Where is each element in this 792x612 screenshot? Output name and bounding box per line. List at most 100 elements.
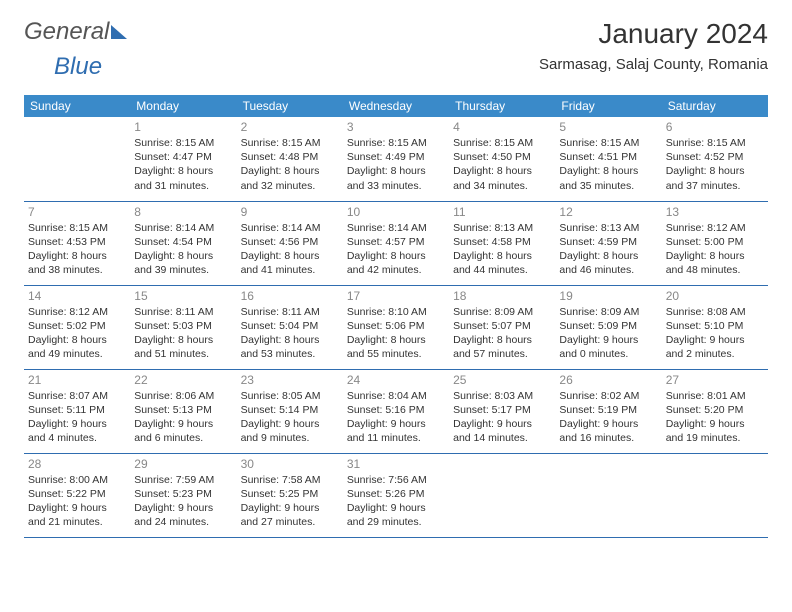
day-number: 6: [666, 120, 764, 134]
day-detail: Sunrise: 8:02 AMSunset: 5:19 PMDaylight:…: [559, 389, 657, 446]
calendar-cell: 17 Sunrise: 8:10 AMSunset: 5:06 PMDayligh…: [343, 285, 449, 369]
calendar-cell: 4 Sunrise: 8:15 AMSunset: 4:50 PMDaylight…: [449, 117, 555, 201]
day-number: 12: [559, 205, 657, 219]
calendar-cell: 23 Sunrise: 8:05 AMSunset: 5:14 PMDayligh…: [237, 369, 343, 453]
calendar-cell: 16Sunrise: 8:11 AMSunset: 5:04 PMDayligh…: [237, 285, 343, 369]
calendar-cell: 13 Sunrise: 8:12 AMSunset: 5:00 PMDayligh…: [662, 201, 768, 285]
day-detail: Sunrise: 8:14 AMSunset: 4:56 PMDaylight:…: [241, 221, 339, 278]
day-detail: Sunrise: 8:03 AMSunset: 5:17 PMDaylight:…: [453, 389, 551, 446]
day-number: 7: [28, 205, 126, 219]
day-detail: Sunrise: 8:10 AMSunset: 5:06 PMDaylight:…: [347, 305, 445, 362]
calendar-row: 28Sunrise: 8:00 AMSunset: 5:22 PMDayligh…: [24, 453, 768, 537]
weekday-header: Thursday: [449, 95, 555, 117]
day-detail: Sunrise: 7:58 AMSunset: 5:25 PMDaylight:…: [241, 473, 339, 530]
day-number: 8: [134, 205, 232, 219]
calendar-cell: 24 Sunrise: 8:04 AMSunset: 5:16 PMDayligh…: [343, 369, 449, 453]
day-detail: Sunrise: 8:13 AMSunset: 4:59 PMDaylight:…: [559, 221, 657, 278]
month-title: January 2024: [539, 18, 768, 50]
day-number: 18: [453, 289, 551, 303]
day-detail: Sunrise: 8:11 AMSunset: 5:03 PMDaylight:…: [134, 305, 232, 362]
day-number: 24: [347, 373, 445, 387]
calendar-cell: 22 Sunrise: 8:06 AMSunset: 5:13 PMDayligh…: [130, 369, 236, 453]
location-text: Sarmasag, Salaj County, Romania: [539, 56, 768, 73]
calendar-row: 1Sunrise: 8:15 AMSunset: 4:47 PMDaylight…: [24, 117, 768, 201]
day-number: 9: [241, 205, 339, 219]
weekday-header-row: Sunday Monday Tuesday Wednesday Thursday…: [24, 95, 768, 117]
logo-triangle-icon: [111, 25, 127, 39]
weekday-header: Wednesday: [343, 95, 449, 117]
calendar-cell: 12 Sunrise: 8:13 AMSunset: 4:59 PMDayligh…: [555, 201, 661, 285]
weekday-header: Friday: [555, 95, 661, 117]
calendar-cell: [24, 117, 130, 201]
weekday-header: Sunday: [24, 95, 130, 117]
day-number: 21: [28, 373, 126, 387]
calendar-cell: 30 Sunrise: 7:58 AMSunset: 5:25 PMDayligh…: [237, 453, 343, 537]
day-number: 11: [453, 205, 551, 219]
calendar-cell: 18 Sunrise: 8:09 AMSunset: 5:07 PMDayligh…: [449, 285, 555, 369]
calendar-cell: 7 Sunrise: 8:15 AMSunset: 4:53 PMDaylight…: [24, 201, 130, 285]
calendar-cell: 25Sunrise: 8:03 AMSunset: 5:17 PMDayligh…: [449, 369, 555, 453]
calendar-cell: 26 Sunrise: 8:02 AMSunset: 5:19 PMDayligh…: [555, 369, 661, 453]
weekday-header: Monday: [130, 95, 236, 117]
day-detail: Sunrise: 8:15 AMSunset: 4:51 PMDaylight:…: [559, 136, 657, 193]
day-detail: Sunrise: 8:15 AMSunset: 4:49 PMDaylight:…: [347, 136, 445, 193]
calendar-cell: 21 Sunrise: 8:07 AMSunset: 5:11 PMDayligh…: [24, 369, 130, 453]
calendar-cell: 10Sunrise: 8:14 AMSunset: 4:57 PMDayligh…: [343, 201, 449, 285]
day-number: 26: [559, 373, 657, 387]
day-number: 30: [241, 457, 339, 471]
calendar-table: Sunday Monday Tuesday Wednesday Thursday…: [24, 95, 768, 538]
day-detail: Sunrise: 8:08 AMSunset: 5:10 PMDaylight:…: [666, 305, 764, 362]
calendar-cell: 5Sunrise: 8:15 AMSunset: 4:51 PMDaylight…: [555, 117, 661, 201]
calendar-cell: 14 Sunrise: 8:12 AMSunset: 5:02 PMDayligh…: [24, 285, 130, 369]
day-number: 20: [666, 289, 764, 303]
day-detail: Sunrise: 8:09 AMSunset: 5:09 PMDaylight:…: [559, 305, 657, 362]
calendar-cell: 19 Sunrise: 8:09 AMSunset: 5:09 PMDayligh…: [555, 285, 661, 369]
logo: General: [24, 18, 127, 46]
day-detail: Sunrise: 8:14 AMSunset: 4:54 PMDaylight:…: [134, 221, 232, 278]
day-number: 23: [241, 373, 339, 387]
logo-word-blue: Blue: [54, 53, 102, 81]
calendar-cell: [662, 453, 768, 537]
day-number: 31: [347, 457, 445, 471]
day-detail: Sunrise: 8:06 AMSunset: 5:13 PMDaylight:…: [134, 389, 232, 446]
calendar-cell: 11 Sunrise: 8:13 AMSunset: 4:58 PMDayligh…: [449, 201, 555, 285]
calendar-cell: 15 Sunrise: 8:11 AMSunset: 5:03 PMDayligh…: [130, 285, 236, 369]
calendar-cell: 1Sunrise: 8:15 AMSunset: 4:47 PMDaylight…: [130, 117, 236, 201]
day-number: 14: [28, 289, 126, 303]
calendar-row: 21 Sunrise: 8:07 AMSunset: 5:11 PMDayligh…: [24, 369, 768, 453]
day-detail: Sunrise: 8:04 AMSunset: 5:16 PMDaylight:…: [347, 389, 445, 446]
day-detail: Sunrise: 8:12 AMSunset: 5:00 PMDaylight:…: [666, 221, 764, 278]
day-detail: Sunrise: 8:15 AMSunset: 4:47 PMDaylight:…: [134, 136, 232, 193]
day-detail: Sunrise: 8:01 AMSunset: 5:20 PMDaylight:…: [666, 389, 764, 446]
calendar-cell: 9 Sunrise: 8:14 AMSunset: 4:56 PMDaylight…: [237, 201, 343, 285]
calendar-cell: 8 Sunrise: 8:14 AMSunset: 4:54 PMDaylight…: [130, 201, 236, 285]
day-number: 15: [134, 289, 232, 303]
calendar-cell: 27Sunrise: 8:01 AMSunset: 5:20 PMDayligh…: [662, 369, 768, 453]
calendar-cell: 2Sunrise: 8:15 AMSunset: 4:48 PMDaylight…: [237, 117, 343, 201]
day-number: 13: [666, 205, 764, 219]
day-number: 19: [559, 289, 657, 303]
day-number: 4: [453, 120, 551, 134]
calendar-cell: 31 Sunrise: 7:56 AMSunset: 5:26 PMDayligh…: [343, 453, 449, 537]
day-detail: Sunrise: 8:15 AMSunset: 4:53 PMDaylight:…: [28, 221, 126, 278]
day-detail: Sunrise: 8:12 AMSunset: 5:02 PMDaylight:…: [28, 305, 126, 362]
day-detail: Sunrise: 7:56 AMSunset: 5:26 PMDaylight:…: [347, 473, 445, 530]
weekday-header: Tuesday: [237, 95, 343, 117]
day-detail: Sunrise: 8:05 AMSunset: 5:14 PMDaylight:…: [241, 389, 339, 446]
day-detail: Sunrise: 8:13 AMSunset: 4:58 PMDaylight:…: [453, 221, 551, 278]
calendar-row: 7 Sunrise: 8:15 AMSunset: 4:53 PMDaylight…: [24, 201, 768, 285]
day-detail: Sunrise: 8:09 AMSunset: 5:07 PMDaylight:…: [453, 305, 551, 362]
day-detail: Sunrise: 8:07 AMSunset: 5:11 PMDaylight:…: [28, 389, 126, 446]
calendar-cell: 3Sunrise: 8:15 AMSunset: 4:49 PMDaylight…: [343, 117, 449, 201]
day-detail: Sunrise: 8:15 AMSunset: 4:50 PMDaylight:…: [453, 136, 551, 193]
calendar-cell: [555, 453, 661, 537]
day-detail: Sunrise: 7:59 AMSunset: 5:23 PMDaylight:…: [134, 473, 232, 530]
day-number: 29: [134, 457, 232, 471]
day-number: 28: [28, 457, 126, 471]
day-number: 10: [347, 205, 445, 219]
calendar-cell: [449, 453, 555, 537]
day-number: 22: [134, 373, 232, 387]
calendar-row: 14 Sunrise: 8:12 AMSunset: 5:02 PMDayligh…: [24, 285, 768, 369]
weekday-header: Saturday: [662, 95, 768, 117]
day-number: 17: [347, 289, 445, 303]
